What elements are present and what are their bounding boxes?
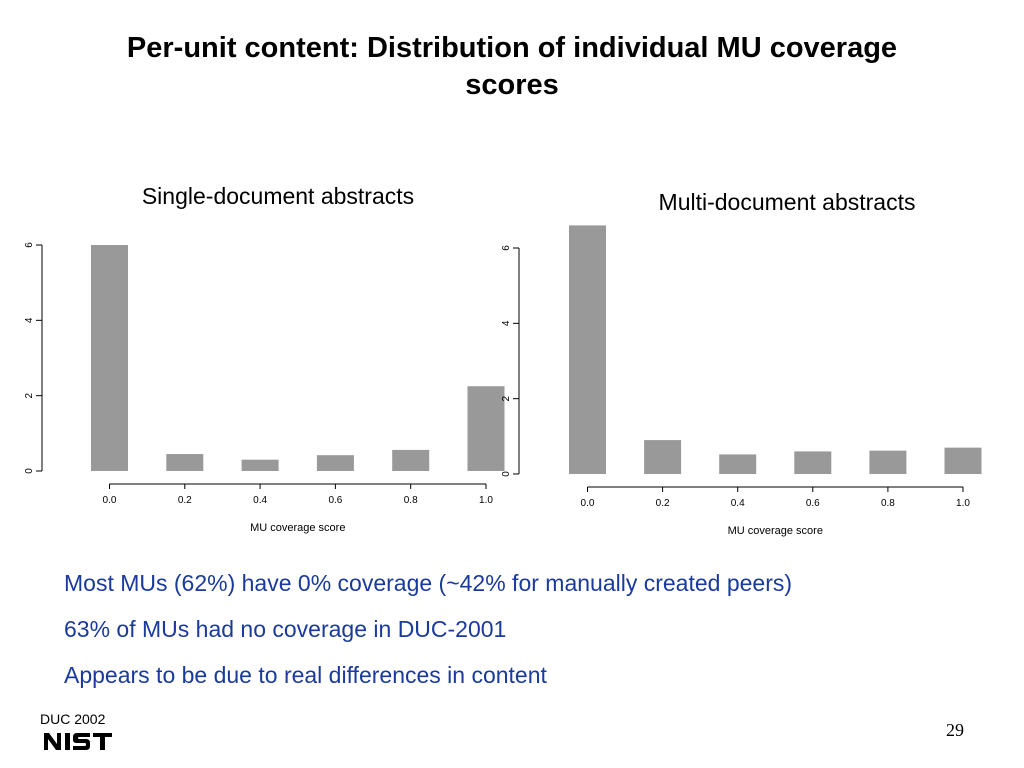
x-tick-label: 0.2 [178, 495, 192, 506]
histogram-bar [316, 455, 354, 471]
x-tick-label: 0.0 [581, 498, 595, 509]
x-tick-label: 0.0 [103, 495, 117, 506]
bullet-item: Most MUs (62%) have 0% coverage (~42% fo… [64, 570, 793, 596]
histogram-bar [794, 451, 832, 474]
y-tick-label: 6 [501, 245, 512, 251]
histogram-bar [241, 459, 279, 471]
chart-title: Single-document abstracts [142, 183, 414, 209]
x-axis-label: MU coverage score [250, 522, 345, 534]
slide-title: Per-unit content: Distribution of indivi… [126, 32, 898, 101]
histogram-bar [166, 454, 204, 471]
y-tick-label: 2 [24, 392, 35, 398]
x-tick-label: 0.6 [806, 498, 820, 509]
bullet-list: Most MUs (62%) have 0% coverage (~42% fo… [64, 560, 792, 698]
histogram-bar [869, 450, 907, 474]
x-tick-label: 0.8 [404, 495, 418, 506]
histogram-bar [719, 454, 757, 474]
bullet-item: 63% of MUs had no coverage in DUC-2001 [64, 616, 507, 642]
x-tick-label: 0.4 [731, 498, 745, 509]
histogram-bar [392, 449, 430, 471]
y-tick-label: 6 [24, 242, 35, 248]
footer-label: DUC 2002 [40, 711, 106, 727]
histogram-bar [644, 440, 682, 474]
histogram-bar [569, 225, 606, 474]
x-axis-label: MU coverage score [728, 525, 823, 537]
page-number: 29 [946, 720, 964, 740]
bullet-item: Appears to be due to real differences in… [64, 662, 547, 688]
y-tick-label: 0 [501, 471, 512, 477]
x-tick-label: 1.0 [956, 498, 970, 509]
y-tick-label: 4 [501, 320, 512, 326]
x-tick-label: 0.8 [881, 498, 895, 509]
chart-title: Multi-document abstracts [659, 189, 916, 215]
x-tick-label: 0.4 [253, 495, 267, 506]
x-tick-label: 0.6 [328, 495, 342, 506]
y-tick-label: 4 [24, 317, 35, 323]
histogram-bar [91, 245, 128, 471]
histogram-bar [467, 386, 505, 471]
y-tick-label: 0 [24, 468, 35, 474]
x-tick-label: 0.2 [656, 498, 670, 509]
x-tick-label: 1.0 [479, 495, 493, 506]
histogram-bar [944, 447, 982, 474]
y-tick-label: 2 [501, 395, 512, 401]
nist-logo [44, 733, 112, 750]
